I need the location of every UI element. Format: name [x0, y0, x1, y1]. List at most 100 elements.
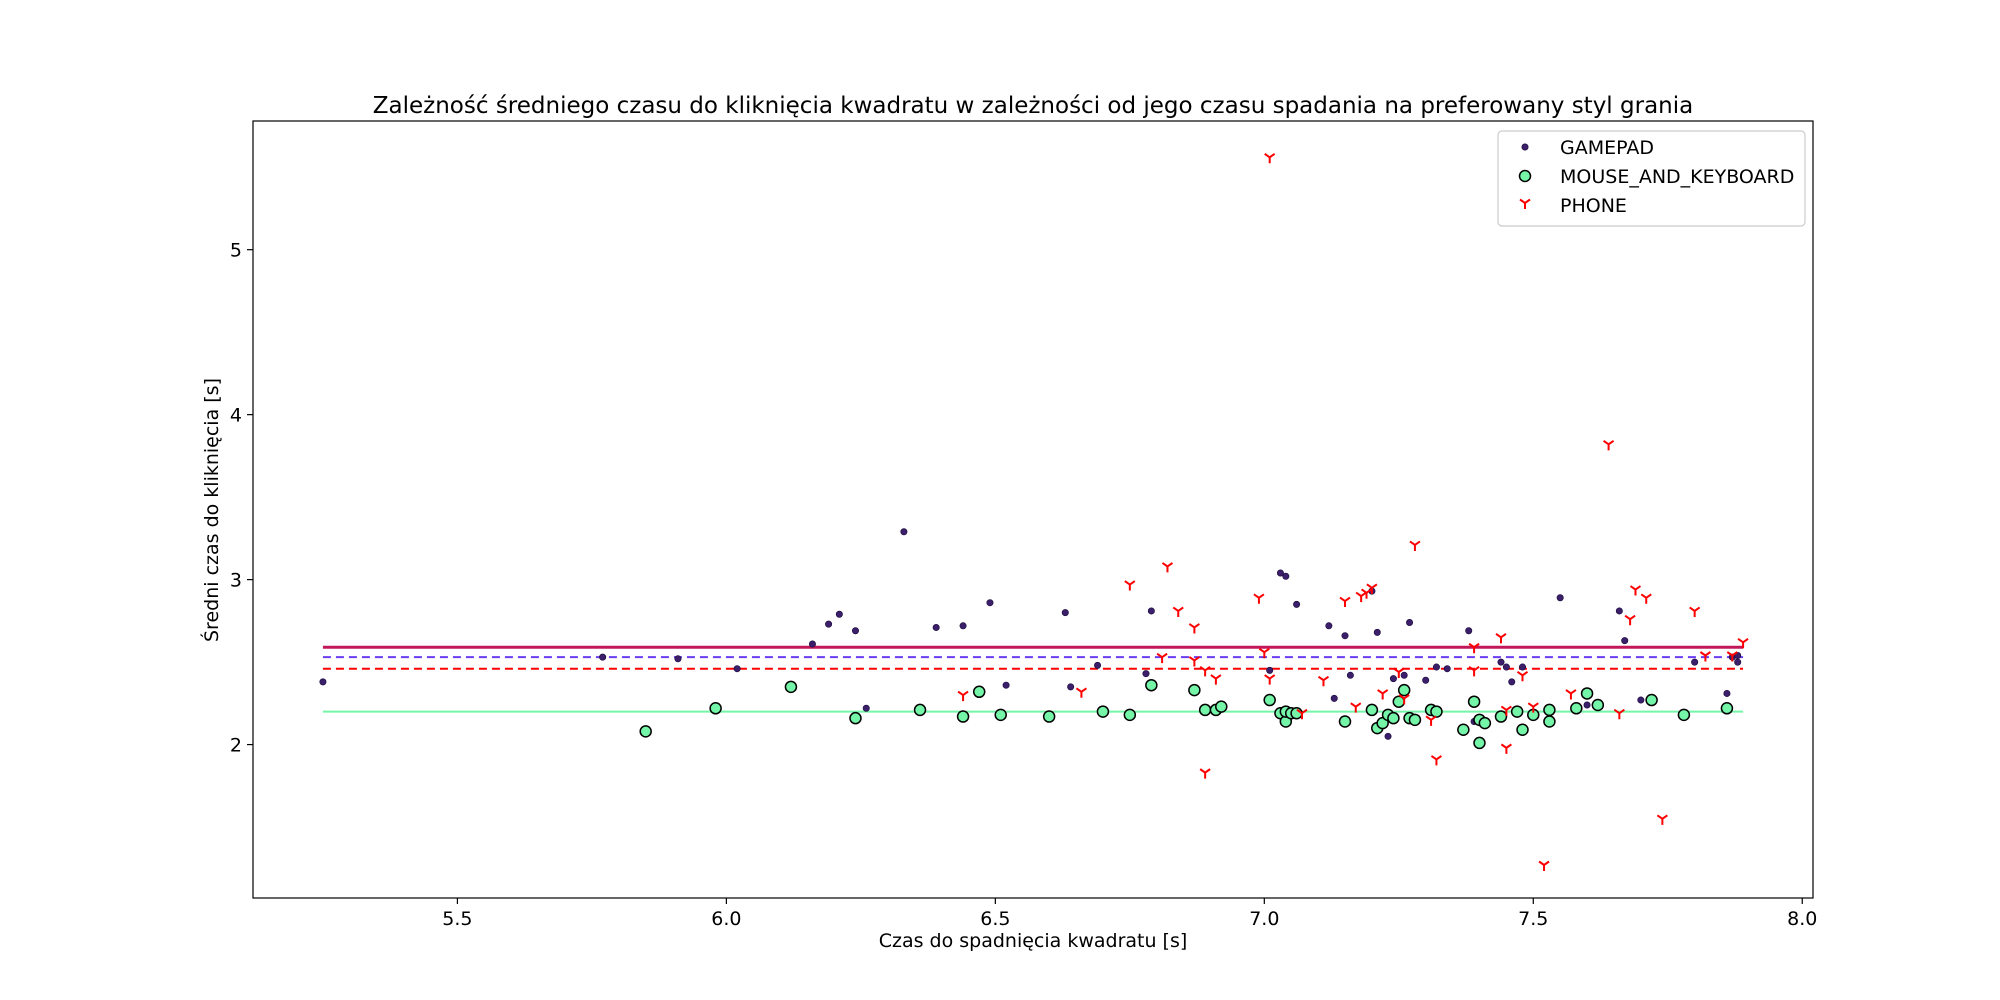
point-mouse_and_keyboard [1397, 683, 1411, 697]
x-tick-label: 6.0 [711, 908, 741, 930]
legend-frame [1497, 130, 1806, 227]
legend-label: GAMEPAD [1560, 137, 1654, 159]
point-mouse_and_keyboard [1473, 736, 1486, 750]
point-gamepad [1276, 569, 1284, 577]
y-tick-label: 5 [230, 240, 242, 262]
point-phone [1264, 152, 1276, 164]
point-phone [1624, 614, 1636, 626]
chart-title: Zależność średniego czasu do kliknięcia … [373, 93, 1693, 119]
mean-lines [322, 645, 1744, 713]
point-phone [1640, 593, 1652, 604]
point-phone [1377, 689, 1389, 700]
data-points [319, 152, 1749, 872]
point-mouse_and_keyboard [709, 702, 722, 715]
point-gamepad [1373, 628, 1381, 636]
point-phone [1355, 591, 1367, 603]
point-phone [1425, 715, 1437, 726]
point-mouse_and_keyboard [972, 685, 986, 699]
point-phone [1500, 743, 1512, 754]
point-gamepad [1723, 689, 1731, 697]
point-mouse_and_keyboard [1720, 702, 1734, 715]
point-phone [1156, 652, 1168, 664]
point-gamepad [932, 623, 940, 631]
point-gamepad [825, 620, 833, 628]
point-gamepad [862, 704, 870, 712]
point-phone [1538, 860, 1550, 872]
point-mouse_and_keyboard [1145, 678, 1158, 692]
point-gamepad [1637, 696, 1645, 704]
point-mouse_and_keyboard [784, 680, 798, 694]
point-phone [1468, 666, 1480, 677]
point-phone [1339, 596, 1351, 608]
point-phone [1398, 694, 1410, 705]
point-mouse_and_keyboard [1408, 713, 1422, 727]
point-phone [1430, 755, 1443, 766]
point-gamepad [599, 653, 607, 661]
point-phone [1199, 666, 1211, 677]
point-gamepad [835, 610, 843, 618]
point-gamepad [851, 627, 859, 635]
point-mouse_and_keyboard [1570, 702, 1583, 715]
point-gamepad [1266, 666, 1274, 674]
point-gamepad [1465, 627, 1473, 635]
point-mouse_and_keyboard [1645, 693, 1658, 707]
point-gamepad [959, 622, 967, 630]
point-phone [1689, 606, 1701, 617]
point-phone [1409, 540, 1421, 551]
point-gamepad [1142, 670, 1150, 678]
point-gamepad [1556, 594, 1564, 602]
point-phone [1258, 647, 1270, 659]
point-mouse_and_keyboard [913, 703, 927, 717]
legend-marker-mouse_and_keyboard [1518, 169, 1532, 183]
legend: GAMEPAD MOUSE_AND_KEYBOARD PHONE [1497, 130, 1806, 227]
point-gamepad [1583, 701, 1591, 709]
plot-area-frame [252, 120, 1814, 899]
x-axis-label: Czas do spadnięcia kwadratu [s] [879, 930, 1188, 952]
point-gamepad [1389, 675, 1397, 683]
point-mouse_and_keyboard [994, 708, 1007, 722]
point-mouse_and_keyboard [956, 710, 970, 723]
point-phone [1264, 674, 1276, 685]
point-gamepad [986, 599, 994, 607]
x-axis-ticks: 5.5 6.0 6.5 7.0 7.5 8.0 [442, 898, 1817, 930]
point-mouse_and_keyboard [1365, 703, 1379, 717]
point-phone [1527, 702, 1539, 713]
point-gamepad [1400, 671, 1408, 679]
point-mouse_and_keyboard [849, 711, 862, 725]
y-tick-label: 2 [230, 735, 242, 757]
point-gamepad [1432, 663, 1440, 671]
point-mouse_and_keyboard [1198, 703, 1212, 717]
point-gamepad [1293, 600, 1301, 608]
point-phone [1495, 633, 1507, 644]
point-phone [1360, 588, 1373, 599]
point-gamepad [1330, 694, 1338, 702]
point-gamepad [674, 655, 682, 663]
point-mouse_and_keyboard [1510, 705, 1524, 718]
point-gamepad [1325, 622, 1333, 630]
point-gamepad [1147, 607, 1155, 615]
point-gamepad [1002, 681, 1010, 689]
point-mouse_and_keyboard [1677, 708, 1691, 722]
x-tick-label: 8.0 [1787, 908, 1817, 930]
point-phone [1366, 583, 1378, 594]
point-phone [1656, 814, 1668, 825]
point-mouse_and_keyboard [639, 725, 652, 738]
point-gamepad [1615, 607, 1623, 615]
point-mouse_and_keyboard [1430, 705, 1443, 718]
point-phone [1199, 768, 1211, 779]
point-phone [1629, 585, 1642, 596]
point-gamepad [1094, 661, 1102, 669]
point-gamepad [1691, 658, 1699, 666]
point-phone [1317, 675, 1330, 687]
point-mouse_and_keyboard [1516, 723, 1529, 736]
point-gamepad [1502, 663, 1510, 671]
legend-marker-gamepad [1521, 143, 1529, 151]
point-phone [1516, 670, 1529, 682]
point-mouse_and_keyboard [1188, 683, 1201, 697]
point-gamepad [1508, 678, 1516, 686]
point-mouse_and_keyboard [1042, 710, 1056, 723]
point-phone [1468, 642, 1480, 654]
point-mouse_and_keyboard [1494, 710, 1508, 723]
point-phone [1188, 656, 1200, 667]
